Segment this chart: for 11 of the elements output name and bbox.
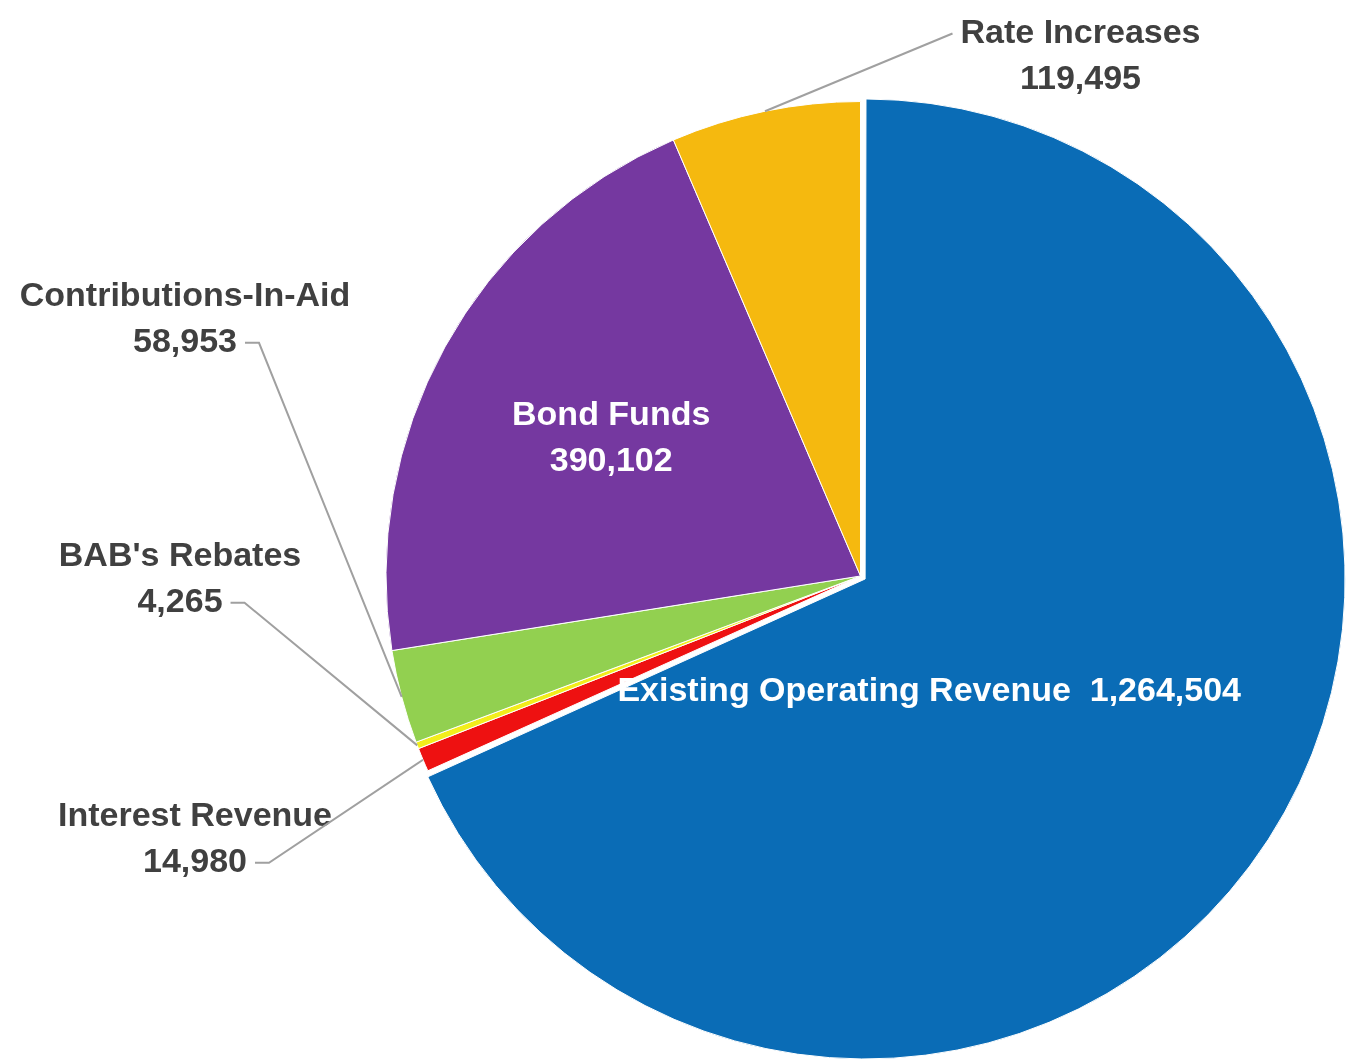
data-label: 390,102 (549, 439, 673, 478)
slice-label: Rate Increases (960, 11, 1201, 50)
data-label: 4,265 (137, 581, 223, 620)
data-label: 119,495 (1019, 57, 1142, 96)
slice-label: Contributions-In-Aid (19, 275, 351, 314)
slice-label: BAB's Rebates (58, 535, 302, 574)
data-label: 14,980 (143, 841, 247, 880)
slice-label: Interest Revenue (58, 795, 332, 834)
data-label: 58,953 (133, 321, 237, 360)
slice-label: Existing Operating Revenue 1,264,504 (617, 670, 1242, 709)
slice-label: Bond Funds (512, 393, 711, 432)
